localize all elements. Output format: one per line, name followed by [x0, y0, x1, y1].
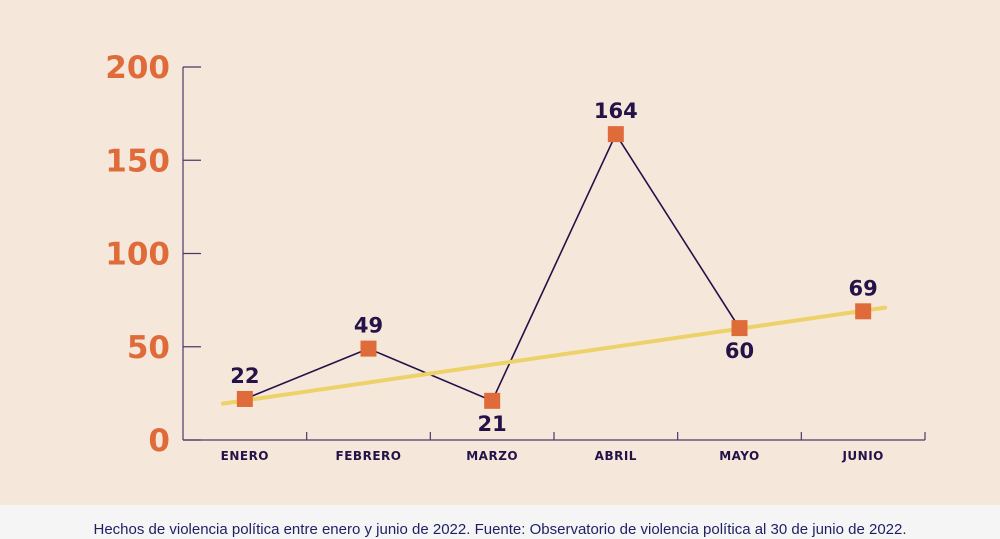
x-tick-label-mayo: MAYO — [719, 449, 760, 463]
data-label-febrero: 49 — [354, 314, 383, 338]
data-point-enero — [236, 390, 253, 407]
data-point-mayo — [731, 320, 748, 337]
trend-line — [220, 305, 888, 406]
data-label-mayo: 60 — [725, 339, 754, 363]
x-tick-label-marzo: MARZO — [466, 449, 518, 463]
y-tick-label-100: 100 — [105, 237, 170, 273]
y-tick-label-150: 150 — [105, 143, 170, 179]
data-point-abril — [607, 126, 624, 143]
line-chart: 0 50 100 150 200 ENERO FEBRERO MARZO ABRIL MAYO JU… — [105, 50, 926, 463]
data-point-junio — [855, 303, 872, 320]
y-tick-label-200: 200 — [105, 50, 170, 86]
x-tick-label-junio: JUNIO — [841, 449, 883, 463]
caption-bar: Hechos de violencia política entre enero… — [0, 505, 1000, 539]
data-label-junio: 69 — [849, 276, 878, 300]
chart-caption: Hechos de violencia política entre enero… — [93, 521, 907, 538]
data-point-febrero — [360, 340, 377, 357]
series-line — [244, 132, 864, 402]
y-tick-label-50: 50 — [127, 330, 170, 366]
data-label-enero: 22 — [230, 364, 259, 388]
data-label-marzo: 21 — [478, 412, 507, 436]
chart-area: 0 50 100 150 200 ENERO FEBRERO MARZO ABRIL MAYO JU… — [105, 50, 926, 463]
x-tick-label-abril: ABRIL — [595, 449, 637, 463]
x-tick-label-enero: ENERO — [221, 449, 269, 463]
y-tick-label-0: 0 — [148, 423, 170, 459]
data-label-abril: 164 — [594, 99, 638, 123]
x-tick-label-febrero: FEBRERO — [336, 449, 402, 463]
data-point-marzo — [484, 392, 501, 409]
